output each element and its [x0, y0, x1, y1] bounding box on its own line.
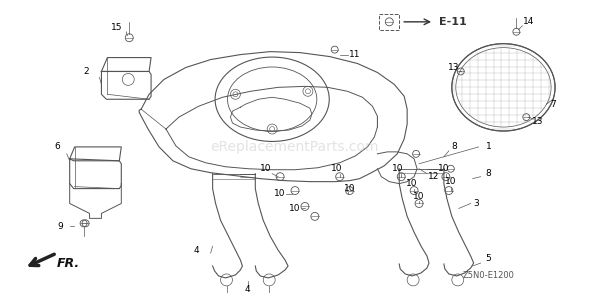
- Text: 15: 15: [110, 23, 122, 32]
- Text: 10: 10: [445, 177, 457, 186]
- Text: 4: 4: [194, 246, 199, 255]
- Ellipse shape: [457, 49, 550, 126]
- Text: Z5N0-E1200: Z5N0-E1200: [463, 271, 514, 281]
- Text: E-11: E-11: [439, 17, 467, 27]
- Text: FR.: FR.: [57, 257, 80, 270]
- Text: 3: 3: [474, 199, 480, 208]
- Text: 10: 10: [289, 204, 301, 213]
- Text: 4: 4: [244, 285, 250, 294]
- Text: 9: 9: [57, 222, 63, 231]
- Text: 10: 10: [331, 164, 342, 173]
- Text: 10: 10: [274, 189, 286, 198]
- Text: 7: 7: [550, 100, 556, 109]
- Text: 12: 12: [428, 172, 440, 181]
- Text: 6: 6: [54, 142, 60, 151]
- Text: 10: 10: [414, 192, 425, 201]
- Text: 10: 10: [392, 164, 403, 173]
- Text: 13: 13: [532, 117, 544, 126]
- Text: 11: 11: [349, 50, 360, 59]
- Text: 8: 8: [486, 169, 491, 178]
- Text: 1: 1: [486, 142, 491, 151]
- Text: 10: 10: [438, 164, 450, 173]
- Text: 10: 10: [344, 184, 355, 193]
- Text: 5: 5: [486, 254, 491, 263]
- Text: eReplacementParts.com: eReplacementParts.com: [211, 140, 379, 154]
- Text: 8: 8: [451, 142, 457, 151]
- Text: 14: 14: [523, 17, 534, 26]
- Text: 2: 2: [84, 67, 89, 76]
- Text: 10: 10: [260, 164, 271, 173]
- Text: 13: 13: [448, 63, 460, 72]
- Text: 10: 10: [407, 179, 418, 188]
